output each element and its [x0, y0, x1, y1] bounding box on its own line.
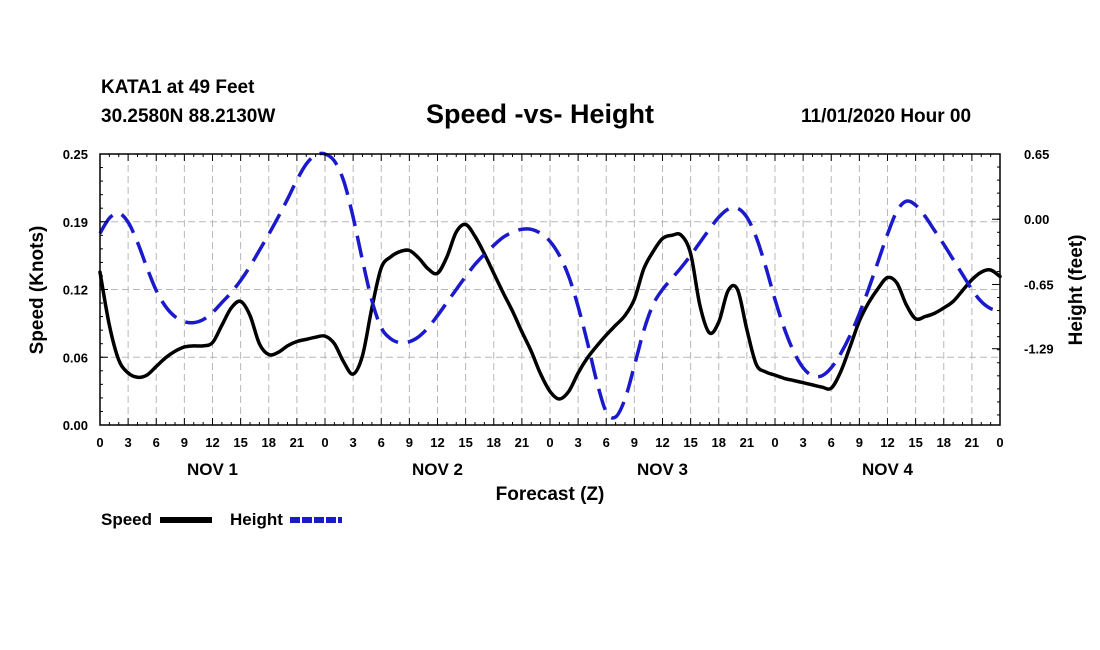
y-left-tick-label: 0.25 [63, 147, 88, 162]
x-tick-label: 0 [996, 435, 1003, 450]
y-left-tick-label: 0.00 [63, 418, 88, 433]
x-tick-label: 0 [546, 435, 553, 450]
x-tick-label: 15 [683, 435, 697, 450]
x-tick-label: 18 [937, 435, 951, 450]
y-left-tick-label: 0.06 [63, 350, 88, 365]
y-right-tick-label: 0.65 [1024, 147, 1049, 162]
series-line-speed [98, 222, 1002, 401]
issue-time: 11/01/2020 Hour 00 [801, 106, 972, 127]
series-layer [98, 151, 1002, 420]
x-tick-label: 6 [378, 435, 385, 450]
x-tick-label: 9 [406, 435, 413, 450]
x-tick-label: 9 [181, 435, 188, 450]
station-coordinates: 30.2580N 88.2130W [101, 106, 276, 127]
x-tick-label: 18 [487, 435, 501, 450]
day-label: NOV 4 [862, 460, 914, 479]
x-tick-label: 21 [740, 435, 754, 450]
x-tick-label: 18 [262, 435, 276, 450]
x-tick-label: 0 [321, 435, 328, 450]
x-tick-label: 12 [655, 435, 669, 450]
station-name: KATA1 at 49 Feet [101, 77, 255, 98]
x-tick-label: 21 [515, 435, 529, 450]
y-right-tick-label: 0.00 [1024, 212, 1049, 227]
day-label: NOV 1 [187, 460, 238, 479]
x-tick-label: 15 [233, 435, 247, 450]
x-tick-label: 6 [153, 435, 160, 450]
chart-title: Speed -vs- Height [426, 99, 655, 129]
x-tick-label: 0 [96, 435, 103, 450]
x-tick-label: 3 [125, 435, 132, 450]
x-tick-label: 3 [575, 435, 582, 450]
legend-height-label: Height [230, 510, 283, 529]
series-line-height [98, 151, 1001, 420]
ticks-layer [99, 153, 1001, 426]
day-label: NOV 3 [637, 460, 688, 479]
y-axis-right-title: Height (feet) [1066, 235, 1087, 346]
x-tick-label: 21 [290, 435, 304, 450]
x-tick-label: 15 [458, 435, 472, 450]
x-tick-label: 21 [965, 435, 979, 450]
day-label: NOV 2 [412, 460, 463, 479]
labels-layer: 0 3 6 9 12 15 18 21 0 3 6 9 12 15 18 21 0 3 6 9 12 15 18 21 0 3 6 9… [63, 147, 1054, 479]
x-tick-label: 6 [828, 435, 835, 450]
x-tick-label: 12 [430, 435, 444, 450]
x-tick-label: 12 [205, 435, 219, 450]
x-tick-label: 3 [350, 435, 357, 450]
x-tick-label: 0 [771, 435, 778, 450]
x-tick-label: 18 [712, 435, 726, 450]
y-right-tick-label: -0.65 [1024, 277, 1054, 292]
x-tick-label: 9 [631, 435, 638, 450]
x-tick-label: 6 [603, 435, 610, 450]
x-tick-label: 12 [880, 435, 894, 450]
x-tick-label: 9 [856, 435, 863, 450]
y-axis-left-title: Speed (Knots) [27, 226, 48, 355]
x-axis-title: Forecast (Z) [496, 484, 605, 505]
legend: Speed Height [101, 510, 342, 529]
x-tick-label: 3 [800, 435, 807, 450]
y-left-tick-label: 0.12 [63, 283, 88, 298]
y-right-tick-label: -1.29 [1024, 342, 1054, 357]
grid-layer [100, 154, 1000, 425]
legend-speed-label: Speed [101, 510, 152, 529]
y-left-tick-label: 0.19 [63, 215, 88, 230]
x-tick-label: 15 [908, 435, 922, 450]
